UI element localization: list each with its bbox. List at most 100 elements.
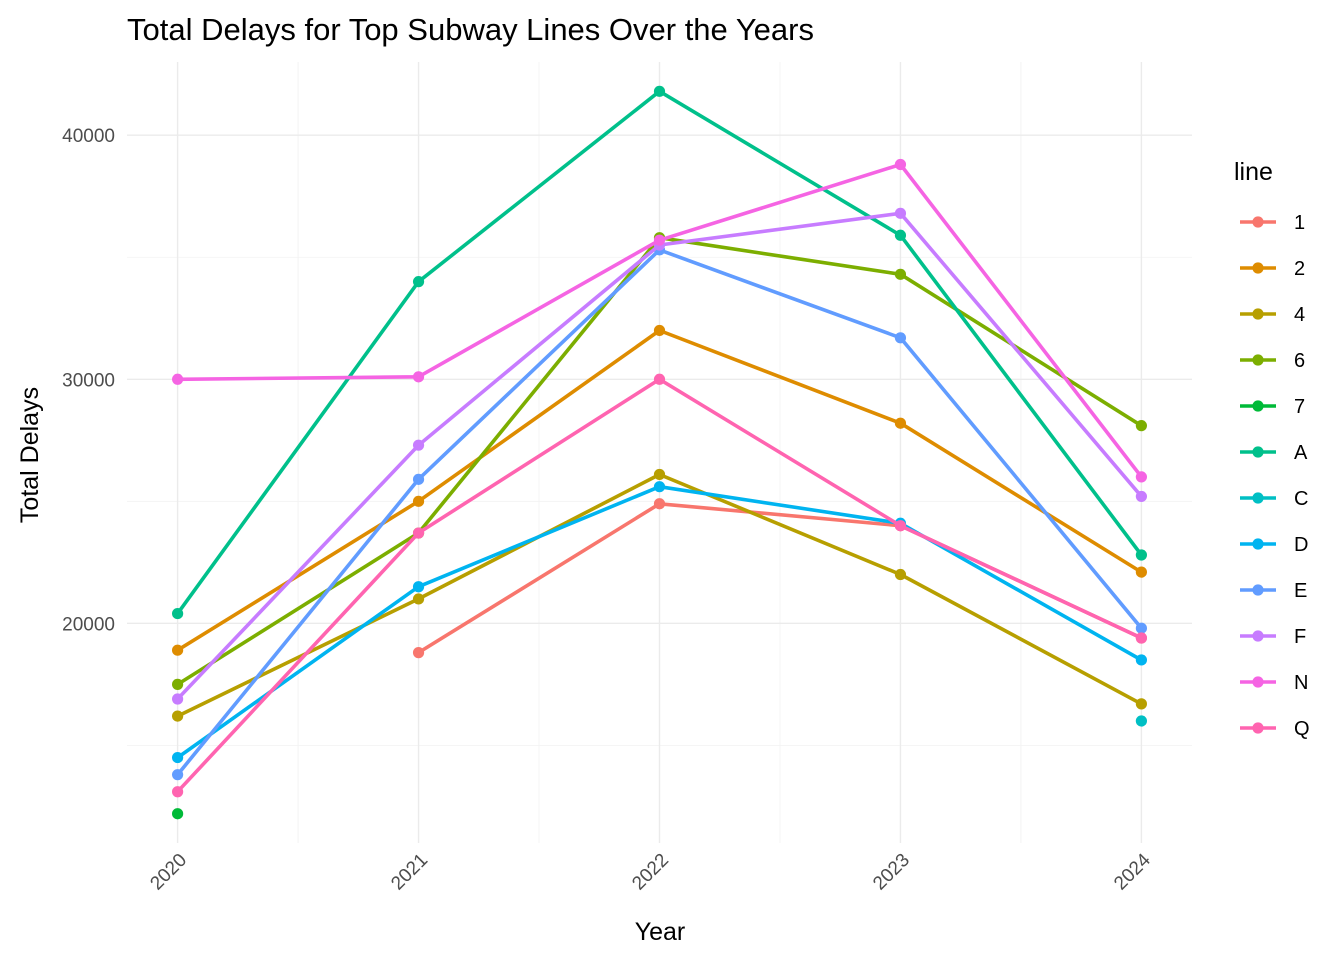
data-point [412, 593, 425, 605]
chart-title: Total Delays for Top Subway Lines Over t… [127, 12, 814, 47]
legend-key-point [1252, 676, 1264, 688]
data-point [653, 481, 666, 493]
data-point [171, 644, 184, 656]
data-point [894, 268, 907, 280]
data-point [653, 324, 666, 337]
legend-item: A [1240, 442, 1308, 464]
data-point [894, 207, 907, 219]
legend-item: Q [1240, 718, 1310, 740]
data-point [1135, 471, 1148, 483]
legend-key-point [1252, 262, 1264, 274]
legend-label: 4 [1294, 304, 1305, 326]
legend-item: N [1240, 672, 1308, 694]
data-point [412, 495, 425, 507]
data-point [1135, 420, 1148, 432]
data-point [1135, 490, 1148, 503]
data-point [171, 710, 184, 722]
data-point [412, 276, 425, 288]
data-point [894, 568, 907, 581]
legend-item: F [1240, 626, 1306, 648]
data-point [412, 473, 425, 485]
legend-item: C [1240, 488, 1308, 510]
legend-key-point [1252, 216, 1264, 228]
data-point [894, 520, 907, 532]
legend-key-point [1252, 400, 1264, 412]
legend-key-point [1252, 308, 1264, 320]
series-A [171, 85, 1148, 620]
legend-key-point [1252, 584, 1264, 596]
data-point [1135, 566, 1148, 578]
x-tick-label: 2023 [869, 850, 914, 895]
legend-item: D [1240, 534, 1308, 556]
legend: line 1 2 4 6 7 A C D E F N Q [1234, 158, 1310, 740]
legend-label: F [1294, 626, 1306, 648]
legend-label: 1 [1294, 212, 1305, 234]
data-point [1135, 622, 1148, 634]
data-point [1135, 549, 1148, 561]
legend-label: Q [1294, 718, 1310, 740]
data-point [894, 417, 907, 429]
data-point [171, 808, 184, 820]
legend-label: 6 [1294, 350, 1305, 372]
series-2 [171, 324, 1148, 656]
series-Q [171, 373, 1148, 798]
legend-label: A [1294, 442, 1308, 464]
x-tick-label: 2024 [1110, 849, 1155, 894]
data-point [653, 468, 666, 481]
grid [127, 62, 1192, 843]
series-N [171, 158, 1148, 483]
x-tick-label: 2022 [628, 850, 673, 895]
series-D [171, 481, 1148, 764]
x-axis-title: Year [635, 918, 686, 946]
data-point [171, 786, 184, 798]
data-point [894, 332, 907, 344]
data-point [1135, 698, 1148, 710]
data-point [412, 581, 425, 593]
data-point [653, 85, 666, 97]
data-point [653, 498, 666, 510]
legend-item: E [1240, 580, 1307, 602]
legend-item: 7 [1240, 396, 1305, 418]
legend-label: E [1294, 580, 1307, 602]
legend-key-point [1252, 630, 1264, 642]
data-point [171, 607, 184, 620]
data-point [1135, 632, 1148, 644]
legend-title: line [1234, 158, 1273, 186]
legend-label: 7 [1294, 396, 1305, 418]
data-point [412, 647, 425, 659]
legend-key-point [1252, 492, 1264, 504]
data-point [171, 751, 184, 764]
data-point [171, 693, 184, 705]
data-point [412, 439, 425, 451]
data-point [412, 371, 425, 383]
data-point [171, 678, 184, 690]
legend-item: 1 [1240, 212, 1305, 234]
y-tick-label: 30000 [62, 370, 115, 391]
legend-item: 2 [1240, 258, 1305, 280]
legend-item: 6 [1240, 350, 1305, 372]
y-tick-label: 40000 [62, 126, 115, 147]
legend-label: C [1294, 488, 1308, 510]
x-axis-ticks: 2020 2021 2022 2023 2024 [146, 849, 1155, 894]
legend-key-point [1252, 538, 1264, 550]
x-tick-label: 2021 [387, 850, 432, 895]
legend-label: N [1294, 672, 1308, 694]
legend-key-point [1252, 722, 1264, 734]
series-7 [171, 808, 184, 820]
series-4 [171, 468, 1148, 722]
legend-label: D [1294, 534, 1308, 556]
data-point [1135, 715, 1148, 727]
x-tick-label: 2020 [146, 850, 191, 895]
data-point [171, 373, 184, 385]
series-layer [171, 85, 1148, 820]
data-point [653, 234, 666, 246]
legend-label: 2 [1294, 258, 1305, 280]
data-point [653, 373, 666, 385]
data-point [1135, 654, 1148, 666]
series-C [1135, 715, 1148, 727]
data-point [894, 229, 907, 241]
data-point [894, 158, 907, 171]
y-axis-title: Total Delays [16, 387, 44, 523]
legend-key-point [1252, 446, 1264, 458]
